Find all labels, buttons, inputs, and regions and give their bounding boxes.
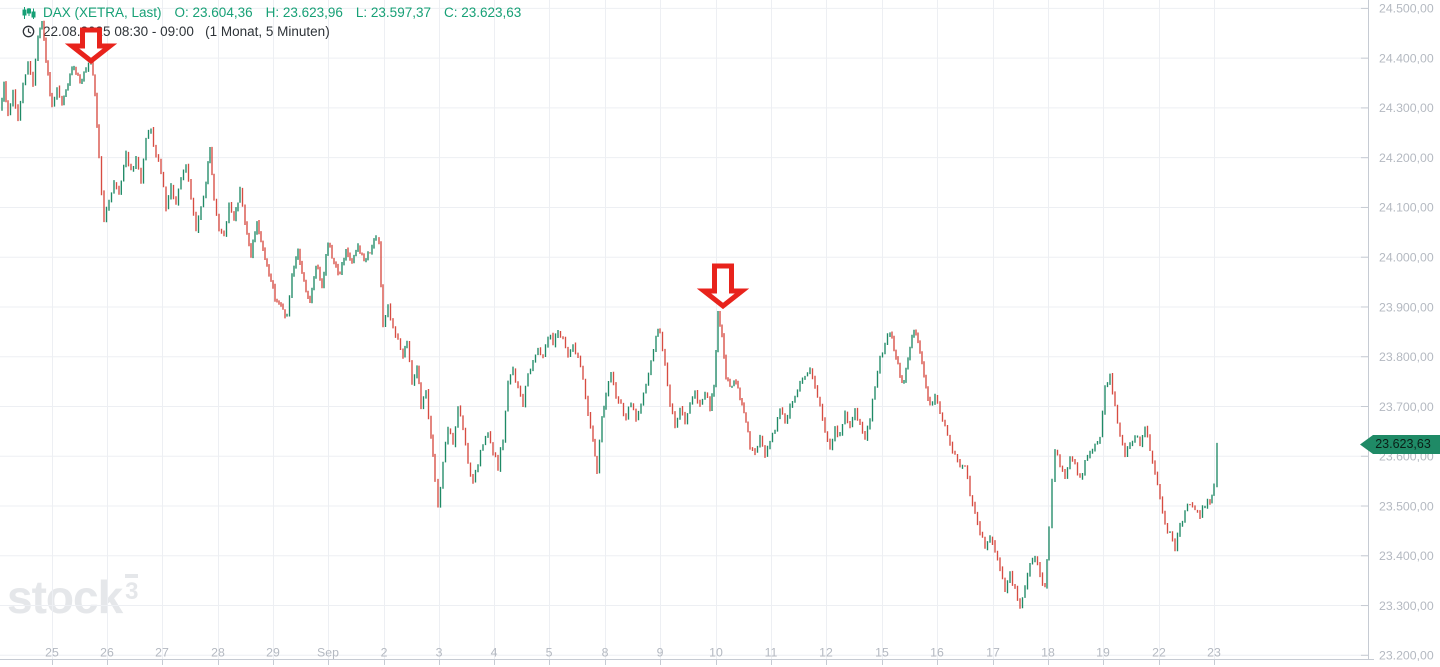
y-axis-label: 23.300,00 [1379, 599, 1434, 613]
x-axis-label: 23 [1207, 646, 1221, 660]
x-axis-label: 10 [709, 646, 723, 660]
clock-icon [22, 25, 35, 38]
symbol-ohlc-row: DAX (XETRA, Last) O: 23.604,36 H: 23.623… [22, 4, 521, 21]
y-axis-label: 24.500,00 [1379, 2, 1434, 16]
ohlc-low: L: 23.597,37 [355, 5, 431, 20]
x-axis-label: 16 [930, 646, 944, 660]
x-axis-label: Sep [317, 646, 339, 660]
ohlc-open: O: 23.604,36 [174, 5, 253, 20]
y-axis-label: 23.500,00 [1379, 499, 1434, 513]
x-axis-label: 11 [765, 646, 778, 660]
y-axis-label: 23.200,00 [1379, 649, 1434, 663]
last-price-tag: 23.623,63 [1360, 435, 1440, 454]
x-axis-label: 27 [155, 646, 169, 660]
x-axis-label: 29 [266, 646, 280, 660]
x-axis-label: 25 [45, 646, 59, 660]
y-axis-label: 24.000,00 [1379, 251, 1434, 265]
ohlc-close: C: 23.623,63 [443, 5, 522, 20]
x-axis-label: 3 [436, 646, 443, 660]
y-axis-label: 23.900,00 [1379, 300, 1434, 314]
y-axis-label: 23.800,00 [1379, 350, 1434, 364]
x-axis-label: 18 [1041, 646, 1055, 660]
stock3-watermark: stock 3 [7, 571, 139, 623]
x-axis-label: 5 [546, 646, 553, 660]
y-axis-label: 23.700,00 [1379, 400, 1434, 414]
ohlc-high: H: 23.623,96 [265, 5, 343, 20]
x-axis-label: 22 [1152, 646, 1166, 660]
down-arrow-annotation[interactable] [64, 27, 118, 65]
candlestick-chart-icon [22, 6, 36, 20]
candles-up [1, 21, 1218, 609]
y-axis-label: 23.400,00 [1379, 549, 1434, 563]
x-axis-label: 17 [986, 646, 1000, 660]
down-arrow-annotation[interactable] [696, 263, 750, 310]
x-axis-label: 26 [100, 646, 114, 660]
y-axis-label: 24.100,00 [1379, 201, 1434, 215]
x-axis-label: 12 [819, 646, 833, 660]
symbol-title: DAX (XETRA, Last) [43, 5, 162, 20]
y-axis-label: 24.300,00 [1379, 101, 1434, 115]
x-axis-label: 19 [1096, 646, 1110, 660]
x-axis-label: 4 [491, 646, 498, 660]
y-axis-label: 24.400,00 [1379, 51, 1434, 65]
y-axis-label: 24.200,00 [1379, 151, 1434, 165]
watermark-text: stock [7, 571, 123, 623]
x-axis-label: 28 [211, 646, 225, 660]
candles-down [5, 20, 1211, 609]
x-axis-label: 15 [875, 646, 889, 660]
watermark-superscript-3: 3 [125, 574, 139, 604]
chart-legend: DAX (XETRA, Last) O: 23.604,36 H: 23.623… [22, 4, 521, 40]
x-axis-label: 8 [602, 646, 609, 660]
x-axis-label: 9 [657, 646, 664, 660]
x-axis-label: 2 [381, 646, 388, 660]
